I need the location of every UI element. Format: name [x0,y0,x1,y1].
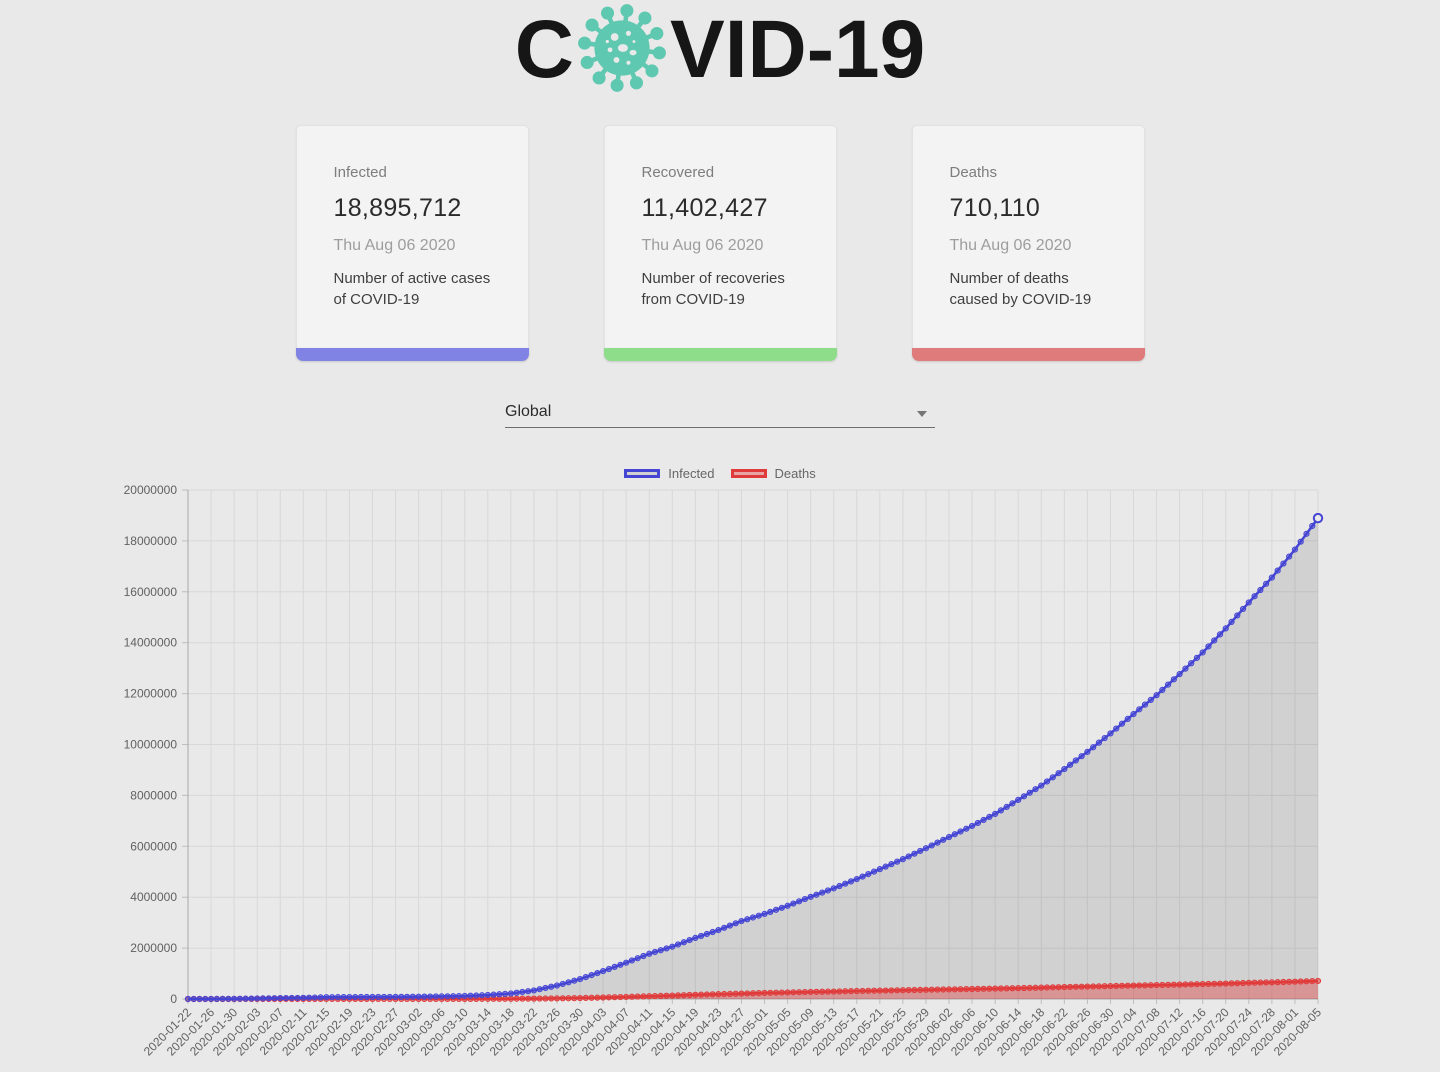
svg-text:16000000: 16000000 [124,585,178,599]
stat-card-recovered: Recovered 11,402,427 Thu Aug 06 2020 Num… [603,125,837,361]
recovered-accent-bar [603,348,837,361]
deaths-date: Thu Aug 06 2020 [949,237,1072,254]
legend-swatch-deaths [730,469,767,478]
deaths-value: 710,110 [949,194,1041,222]
svg-text:14000000: 14000000 [124,636,178,650]
chevron-down-icon [917,411,927,417]
covid-logo: C [0,0,1440,100]
deaths-description: Number of deaths caused by COVID-19 [949,270,1092,308]
infected-label: Infected [333,164,387,181]
recovered-value: 11,402,427 [641,194,768,222]
chart-legend: Infected Deaths [0,466,1440,481]
svg-text:4000000: 4000000 [130,890,177,904]
infected-accent-bar [295,348,529,361]
infected-last-point [1312,512,1324,524]
infected-date: Thu Aug 06 2020 [333,237,456,254]
legend-swatch-infected [624,469,661,478]
svg-text:12000000: 12000000 [124,687,178,701]
infected-area [188,518,1318,999]
deaths-area [188,980,1318,999]
infected-points [184,515,1322,1003]
stat-card-deaths: Deaths 710,110 Thu Aug 06 2020 Number of… [911,125,1145,361]
infected-description: Number of active cases of COVID-19 [333,270,491,308]
logo-text-c: C [514,4,574,95]
x-axis-labels: 2020-01-222020-01-262020-01-302020-02-03… [141,1005,1325,1059]
stat-cards-row: Infected 18,895,712 Thu Aug 06 2020 Numb… [0,125,1440,361]
svg-text:0: 0 [170,992,177,1006]
svg-text:6000000: 6000000 [130,839,177,853]
recovered-description: Number of recoveries from COVID-19 [641,270,785,308]
deaths-accent-bar [911,348,1145,361]
stat-card-infected: Infected 18,895,712 Thu Aug 06 2020 Numb… [295,125,529,361]
legend-item-deaths[interactable]: Deaths [730,466,816,481]
virus-icon-svg [578,4,666,92]
svg-text:8000000: 8000000 [130,788,177,802]
svg-text:20000000: 20000000 [124,484,178,497]
y-axis-labels: 0 2000000 4000000 6000000 8000000 10000000 120… [124,484,178,1006]
country-select[interactable]: Global [505,399,935,428]
covid-line-chart[interactable]: 0 2000000 4000000 6000000 8000000 10000000 120… [0,484,1440,1072]
legend-item-infected[interactable]: Infected [624,466,715,481]
country-select-value: Global [505,403,552,420]
deaths-label: Deaths [949,164,998,181]
infected-value: 18,895,712 [333,194,462,222]
virus-icon [576,2,668,94]
svg-text:10000000: 10000000 [124,738,178,752]
recovered-label: Recovered [641,164,715,181]
legend-label-infected: Infected [668,466,715,481]
svg-text:18000000: 18000000 [124,534,178,548]
legend-label-deaths: Deaths [774,466,816,481]
recovered-date: Thu Aug 06 2020 [641,237,764,254]
logo-text-vid19: VID-19 [670,4,926,95]
svg-text:2000000: 2000000 [130,941,177,955]
